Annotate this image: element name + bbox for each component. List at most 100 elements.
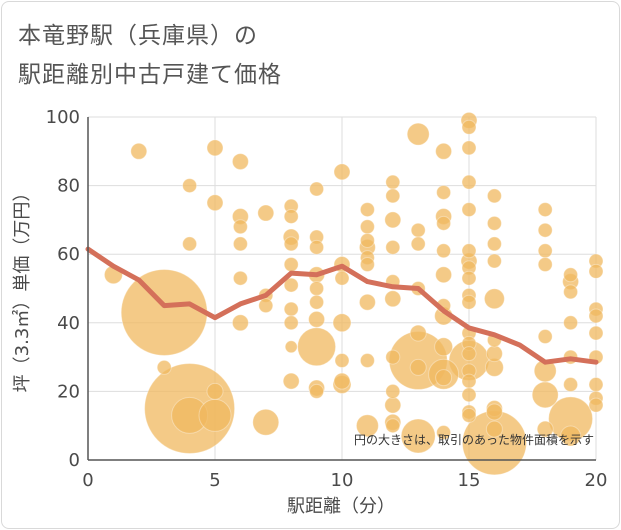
data-bubble [461,294,477,310]
data-bubble [461,174,477,190]
y-tick-label: 60 [57,244,80,265]
data-bubble [182,236,198,252]
data-bubble [333,163,351,181]
data-bubble [436,184,452,200]
data-bubble [461,270,477,286]
data-bubble [461,387,477,403]
data-bubble [332,313,352,333]
data-bubble [537,222,553,238]
data-bubble [435,369,453,387]
data-bubble [461,140,477,156]
x-tick-label: 0 [82,470,93,491]
data-bubble [206,194,224,212]
data-bubble [486,236,502,252]
data-bubble [252,408,280,436]
data-bubble [435,266,453,284]
data-bubble [309,281,325,296]
data-bubble [563,377,579,393]
data-bubble [435,142,453,160]
data-bubble [156,359,172,375]
data-bubble [409,358,427,376]
data-bubble [385,188,401,204]
data-bubble [283,236,299,252]
data-bubble [231,153,249,171]
data-bubble [384,396,402,414]
data-bubble [120,269,208,357]
data-bubble [232,270,248,286]
data-bubble [359,202,375,218]
x-tick-label: 15 [458,470,481,491]
average-line [85,246,599,365]
data-bubble [563,315,579,331]
data-bubble [588,263,604,279]
axes [87,117,596,461]
x-tick-label: 20 [585,470,608,491]
data-bubble [283,208,299,224]
data-bubble [461,346,477,362]
data-bubble [461,407,477,423]
data-bubble [436,215,452,231]
chart-title-line1: 本竜野駅（兵庫県）の [18,23,258,49]
data-bubble [486,215,502,231]
data-bubble [309,383,325,399]
data-bubble [536,420,554,438]
y-tick-label: 0 [69,450,80,471]
data-bubble [182,178,198,194]
chart-title-line2: 駅距離別中古戸建て価格 [18,62,282,88]
data-bubble [334,353,350,369]
data-bubble [537,243,553,259]
data-bubble [284,340,298,354]
data-bubble [358,293,376,311]
data-bubble [257,204,275,222]
data-bubble [232,236,248,252]
data-bubble [531,381,559,409]
x-tick-label: 10 [331,470,354,491]
data-bubble [283,301,299,317]
data-bubble [359,256,375,272]
bubble-layer [103,111,604,476]
data-bubble [206,382,224,400]
data-bubble [198,398,232,432]
data-bubble [461,202,477,218]
data-bubble [309,294,325,310]
data-bubble [563,267,579,283]
average-line-layer [85,246,599,365]
data-bubble [359,232,375,248]
data-bubble [560,425,582,447]
x-axis-label: 駅距離（分） [287,496,395,517]
data-bubble [282,372,300,390]
data-bubble [588,308,604,324]
y-axis-label: 坪（3.3㎡）単価（万円） [11,184,33,393]
data-bubble [436,425,452,441]
data-bubble [485,420,503,438]
data-bubble [206,139,224,157]
data-bubble [384,211,402,229]
data-bubble [434,337,454,357]
data-bubble [588,377,604,393]
data-bubble [486,188,502,204]
y-tick-label: 100 [46,107,80,128]
tick-labels: 0 5 10 15 20 0 20 40 60 80 100 [46,107,608,491]
data-bubble [537,256,553,272]
data-bubble [588,325,604,341]
data-bubble [385,418,401,434]
data-bubble [359,219,375,235]
data-bubble [461,119,477,135]
data-bubble [334,270,350,286]
data-bubble [410,236,426,252]
data-bubble [485,345,503,363]
data-bubble [485,403,503,421]
data-bubble [355,414,379,438]
data-bubble [231,314,249,332]
bubble-size-note: 円の大きさは、取引のあった物件面積を示す [354,432,594,447]
data-bubble [461,373,477,389]
data-bubble [308,310,326,328]
data-bubble [258,298,274,314]
data-bubble [283,277,299,293]
data-bubble [537,329,553,345]
data-bubble [563,284,579,300]
data-bubble [283,315,299,331]
data-bubble [486,253,502,269]
data-bubble [309,239,325,255]
